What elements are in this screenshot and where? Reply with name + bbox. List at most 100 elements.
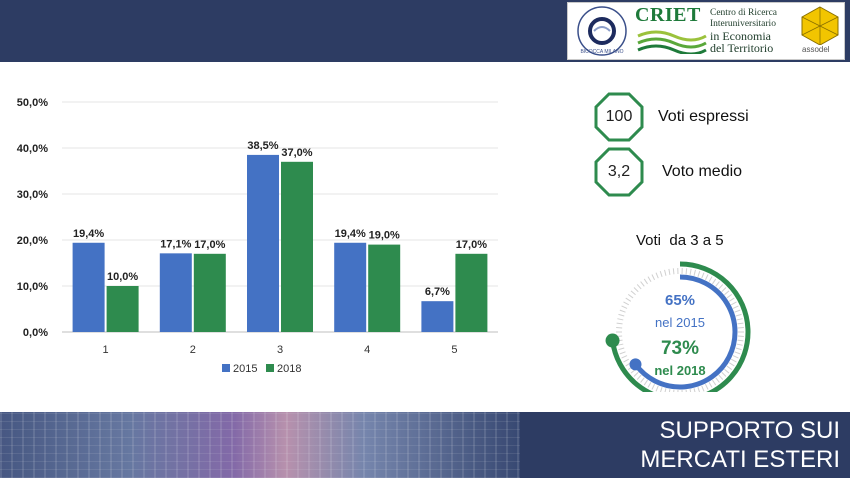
- gauge-tick: [633, 287, 639, 293]
- data-label: 17,0%: [456, 239, 487, 251]
- gauge-tick: [712, 379, 717, 386]
- gauge-tick: [708, 276, 713, 283]
- gauge-tick: [701, 385, 705, 392]
- x-tick-label: 1: [103, 344, 109, 356]
- data-label: 17,1%: [160, 238, 191, 250]
- bar-2015: [421, 301, 454, 332]
- gauge-tick: [728, 297, 735, 302]
- data-label: 10,0%: [107, 271, 138, 283]
- gauge-tick: [664, 269, 667, 276]
- milano-seal-logo: BICOCCA MILANO: [577, 6, 627, 56]
- bar-2018: [455, 253, 488, 332]
- slide-title-line: SUPPORTO SUI: [659, 417, 841, 444]
- gauge-tick: [617, 343, 624, 346]
- gauge-tick: [715, 377, 720, 383]
- gauge-tick: [712, 278, 717, 285]
- criet-subtitle-line: in Economia: [710, 29, 771, 43]
- gauge-arc-2015-end-dot: [629, 358, 642, 371]
- gauge-tick: [697, 270, 701, 277]
- gauge-arc-2015: [633, 274, 738, 390]
- gauge-tick: [655, 272, 659, 279]
- y-tick-label: 50,0%: [17, 97, 48, 109]
- data-label: 19,4%: [73, 228, 104, 240]
- bar-chart: 0,0% 10,0% 20,0% 30,0% 40,0% 50,0% 19,4% 10,0% 1…: [0, 90, 520, 390]
- footer-band: [0, 412, 850, 478]
- milano-seal-text: BICOCCA MILANO: [580, 49, 623, 55]
- x-tick-label: 5: [451, 344, 457, 356]
- gauge-tick: [734, 351, 741, 355]
- gauge-tick: [728, 362, 735, 367]
- gauge-tick: [737, 339, 744, 342]
- gauge-tick: [718, 284, 724, 290]
- gauge-tick: [726, 293, 733, 299]
- criet-subtitle-line: del Territorio: [710, 41, 774, 55]
- gauge-tick: [647, 381, 652, 388]
- legend-label: 2015: [233, 363, 257, 375]
- gauge-tick: [734, 309, 741, 313]
- average-vote-value: 3,2: [607, 163, 631, 180]
- gauge-tick: [623, 358, 630, 363]
- gauge-tick: [697, 387, 701, 392]
- data-label: 37,0%: [281, 147, 312, 159]
- bar-2015: [159, 253, 192, 332]
- criet-subtitle: Centro di Ricerca Interuniversitario in …: [710, 8, 800, 54]
- octagon-badge: 100: [594, 92, 644, 142]
- gauge-arc-2018: [610, 261, 751, 392]
- gauge-pct-2015: 65%: [664, 292, 696, 309]
- gauge-tick: [633, 371, 639, 377]
- y-tick-label: 20,0%: [17, 235, 48, 247]
- legend-swatch-2015: [222, 364, 230, 372]
- gauge-tick: [732, 355, 739, 359]
- gauge-tick: [736, 343, 743, 346]
- gauge-tick: [643, 278, 648, 285]
- y-tick-label: 30,0%: [17, 189, 48, 201]
- gauge-tick: [621, 305, 628, 309]
- gauge-tick: [625, 297, 632, 302]
- legend-label: 2018: [277, 363, 301, 375]
- partner-logos: BICOCCA MILANO CRIET Centro di Ricerca I…: [567, 2, 845, 60]
- slide-title-line: MERCATI ESTERI: [640, 446, 840, 473]
- gauge-tick: [735, 313, 742, 317]
- gauge-tick: [685, 268, 688, 275]
- gauge-tick: [636, 284, 642, 290]
- gauge-tick: [726, 365, 733, 371]
- criet-subtitle-line: Centro di Ricerca: [710, 8, 778, 18]
- y-tick-label: 0,0%: [23, 327, 48, 339]
- gauge-tick: [627, 293, 634, 299]
- criet-subtitle-line: Interuniversitario: [710, 19, 776, 29]
- votes-cast-label: Voti espressi: [658, 108, 749, 125]
- gauge-tick: [616, 322, 623, 325]
- assodel-logo-text: assodel: [802, 45, 830, 54]
- average-vote-label: Voto medio: [662, 163, 743, 180]
- gauge-title: Voti da 3 a 5: [636, 232, 724, 249]
- gauge-tick: [623, 301, 630, 306]
- gauge-tick: [640, 281, 645, 287]
- bar-chart-svg: 0,0% 10,0% 20,0% 30,0% 40,0% 50,0% 19,4% 10,0% 1…: [17, 97, 498, 375]
- gauge-tick: [730, 358, 737, 363]
- gauge-tick: [704, 274, 709, 281]
- gauge-label-2018: nel 2018: [654, 363, 706, 378]
- gauge-tick: [715, 281, 720, 287]
- criet-waves-icon: [637, 30, 707, 54]
- y-tick-label: 40,0%: [17, 143, 48, 155]
- bar-2018: [193, 253, 226, 332]
- gauge-tick: [704, 383, 709, 390]
- gauge-tick: [724, 290, 730, 296]
- gauge-tick: [664, 388, 667, 392]
- gauge-tick: [735, 347, 742, 351]
- bar-2015: [72, 242, 105, 332]
- stat-average-vote: 3,2 Voto medio: [594, 147, 742, 197]
- gauge-tick: [732, 305, 739, 309]
- gauge-tick: [621, 355, 628, 359]
- bar-2018: [281, 161, 313, 332]
- data-label: 19,0%: [369, 230, 400, 242]
- gauge-tick: [659, 387, 663, 392]
- gauge-tick: [651, 274, 656, 281]
- gauge-ring: [605, 261, 751, 392]
- gauge-tick: [618, 313, 625, 317]
- data-label: 38,5%: [247, 140, 278, 152]
- gauge-tick: [701, 272, 705, 279]
- bar-2018: [368, 244, 401, 332]
- octagon-badge: 3,2: [594, 147, 644, 197]
- gauge-tick: [693, 388, 696, 392]
